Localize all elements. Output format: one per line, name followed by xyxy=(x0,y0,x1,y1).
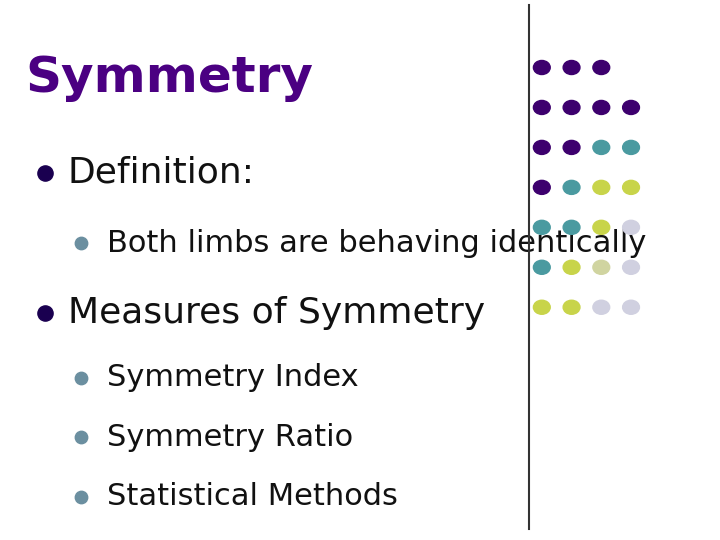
Circle shape xyxy=(593,140,610,154)
Circle shape xyxy=(563,220,580,234)
Circle shape xyxy=(534,180,550,194)
Circle shape xyxy=(563,100,580,114)
Point xyxy=(40,168,51,177)
Circle shape xyxy=(623,100,639,114)
Circle shape xyxy=(534,60,550,75)
Circle shape xyxy=(623,300,639,314)
Circle shape xyxy=(563,260,580,274)
Text: Symmetry: Symmetry xyxy=(26,54,314,102)
Circle shape xyxy=(623,140,639,154)
Circle shape xyxy=(534,100,550,114)
Point xyxy=(75,239,86,247)
Circle shape xyxy=(593,300,610,314)
Circle shape xyxy=(593,60,610,75)
Circle shape xyxy=(593,260,610,274)
Circle shape xyxy=(563,300,580,314)
Circle shape xyxy=(623,180,639,194)
Circle shape xyxy=(534,260,550,274)
Circle shape xyxy=(534,140,550,154)
Point xyxy=(75,433,86,442)
Text: Measures of Symmetry: Measures of Symmetry xyxy=(68,296,485,330)
Text: Both limbs are behaving identically: Both limbs are behaving identically xyxy=(107,228,646,258)
Circle shape xyxy=(623,220,639,234)
Point xyxy=(75,492,86,501)
Point xyxy=(75,374,86,382)
Circle shape xyxy=(593,180,610,194)
Circle shape xyxy=(563,60,580,75)
Circle shape xyxy=(593,220,610,234)
Circle shape xyxy=(563,140,580,154)
Point xyxy=(40,309,51,318)
Circle shape xyxy=(593,100,610,114)
Text: Symmetry Index: Symmetry Index xyxy=(107,363,359,393)
Circle shape xyxy=(534,220,550,234)
Circle shape xyxy=(623,260,639,274)
Circle shape xyxy=(563,180,580,194)
Text: Statistical Methods: Statistical Methods xyxy=(107,482,397,511)
Text: Symmetry Ratio: Symmetry Ratio xyxy=(107,423,353,452)
Circle shape xyxy=(534,300,550,314)
Text: Definition:: Definition: xyxy=(68,156,255,190)
